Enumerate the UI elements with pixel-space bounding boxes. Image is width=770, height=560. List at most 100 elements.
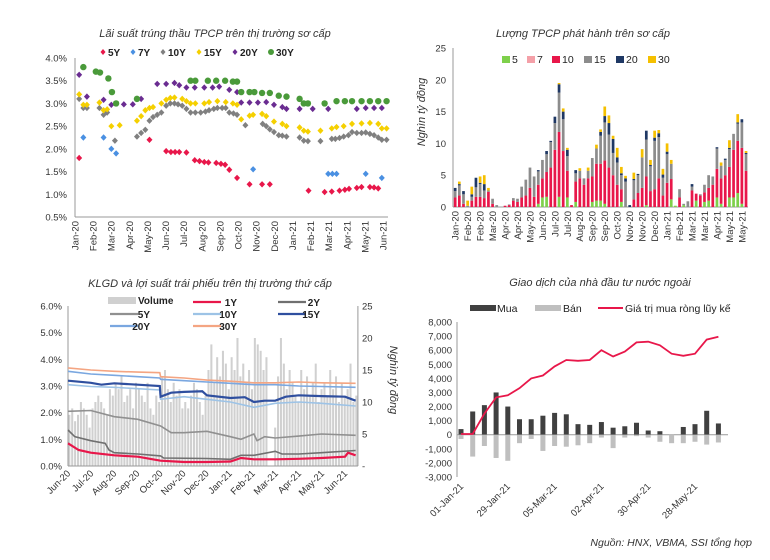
bar-segment-30 bbox=[632, 172, 636, 180]
point-5Y bbox=[353, 184, 360, 192]
legend-label-mua: Mua bbox=[497, 303, 518, 315]
point-15Y bbox=[83, 101, 90, 108]
point-7Y bbox=[329, 170, 336, 178]
bar-ban bbox=[563, 434, 569, 447]
bar-segment-20 bbox=[607, 123, 611, 135]
volume-bar bbox=[320, 389, 323, 466]
bar-segment-10 bbox=[636, 193, 640, 207]
legend-marker-15Y bbox=[196, 49, 202, 55]
bar-segment-30 bbox=[607, 115, 611, 124]
point-10Y bbox=[150, 113, 157, 121]
bar-segment-20 bbox=[545, 151, 548, 155]
bar-mua bbox=[634, 422, 639, 435]
bar-segment-20 bbox=[715, 147, 719, 149]
bar-ban bbox=[634, 434, 639, 437]
point-10Y bbox=[340, 133, 347, 140]
bar-ban bbox=[517, 434, 522, 444]
bar-segment-10 bbox=[732, 149, 735, 198]
volume-bar bbox=[221, 350, 224, 466]
point-5Y bbox=[226, 166, 233, 173]
chart1-plot: 4.0% 3.5% 3.0% 2.5% 2.0% 1.5% 1.0% 0.5% Jan-20 Fe… bbox=[45, 54, 390, 253]
bar-segment-30 bbox=[665, 143, 669, 152]
point-5Y bbox=[191, 157, 198, 164]
bar-segment-15 bbox=[723, 159, 727, 176]
legend-label-20: 20 bbox=[626, 54, 638, 66]
volume-bar bbox=[76, 414, 80, 466]
bar-segment-10 bbox=[470, 200, 474, 207]
bar-segment-5 bbox=[590, 201, 594, 207]
bar-mua bbox=[657, 431, 663, 435]
point-20Y bbox=[100, 96, 107, 103]
volume-bar bbox=[233, 370, 236, 466]
bar-segment-15 bbox=[669, 163, 673, 180]
bar-segment-10 bbox=[740, 147, 744, 204]
legend-marker-10Y bbox=[160, 49, 166, 55]
bar-segment-10 bbox=[482, 198, 486, 207]
point-10Y bbox=[266, 126, 273, 133]
legend-label-cumulative: Giá trị mua ròng lũy kế bbox=[625, 303, 731, 315]
x-tick-label: 28-May-21 bbox=[660, 481, 700, 521]
bar-segment-15 bbox=[557, 92, 561, 132]
bar-mua bbox=[563, 414, 569, 435]
y-tick-label: 5 bbox=[441, 171, 446, 182]
volume-bar bbox=[291, 382, 294, 466]
bar-mua bbox=[575, 424, 581, 435]
bar-segment-10 bbox=[698, 195, 702, 207]
legend-swatch-30 bbox=[648, 56, 656, 63]
bar-segment-15 bbox=[653, 140, 656, 190]
y-tick-label: 2.0% bbox=[40, 408, 62, 419]
point-15Y bbox=[206, 98, 213, 106]
bar-mua bbox=[680, 426, 686, 435]
point-30Y bbox=[266, 89, 274, 97]
point-10Y bbox=[332, 135, 339, 143]
point-30Y bbox=[204, 77, 212, 84]
x-tick-label: Feb-20 bbox=[463, 211, 474, 241]
volume-bar bbox=[239, 376, 242, 466]
bar-segment-10 bbox=[582, 184, 586, 207]
bar-segment-15 bbox=[611, 152, 615, 176]
volume-bar bbox=[207, 370, 210, 466]
bar-segment-15 bbox=[582, 178, 586, 185]
point-10Y bbox=[317, 137, 324, 145]
chart2-legend: 5 7 10 15 20 30 bbox=[502, 54, 670, 66]
point-10Y bbox=[192, 109, 199, 116]
volume-bar bbox=[303, 389, 306, 466]
volume-bar bbox=[343, 395, 346, 466]
point-7Y bbox=[100, 134, 107, 141]
y-tick-label: 20 bbox=[435, 75, 446, 86]
volume-bar bbox=[158, 402, 161, 466]
bar-segment-15 bbox=[566, 156, 569, 171]
bar-segment-15 bbox=[599, 135, 602, 164]
point-30Y bbox=[221, 77, 229, 84]
bar-segment-20 bbox=[636, 173, 640, 176]
point-10Y bbox=[214, 104, 221, 112]
point-5Y bbox=[205, 159, 212, 166]
x-tick-label: 29-Jan-21 bbox=[475, 481, 513, 519]
bar-segment-10 bbox=[512, 200, 515, 207]
point-10Y bbox=[222, 104, 229, 112]
point-10Y bbox=[111, 137, 118, 144]
point-10Y bbox=[206, 107, 213, 114]
volume-bar bbox=[129, 389, 132, 466]
legend-label-5: 5 bbox=[512, 54, 518, 66]
x-tick-label: Jan-21 bbox=[288, 221, 299, 250]
point-30Y bbox=[383, 97, 390, 105]
x-tick-label: Apr-21 bbox=[712, 211, 723, 240]
bar-segment-30 bbox=[470, 186, 474, 195]
bar-segment-20 bbox=[728, 147, 731, 150]
bar-segment-15 bbox=[603, 122, 607, 161]
point-5Y bbox=[196, 157, 203, 165]
point-10Y bbox=[270, 128, 277, 136]
volume-bar bbox=[114, 382, 117, 466]
volume-bar bbox=[195, 389, 198, 466]
x-tick-label: Feb-20 bbox=[89, 221, 100, 251]
y-tick-label: 2.0% bbox=[45, 144, 67, 155]
chart3-plot: 0.0% 1.0% 2.0% 3.0% 4.0% 5.0% 6.0% - 5 10 15 20 25 Ju… bbox=[40, 302, 372, 499]
x-tick-label: Apr-20 bbox=[125, 221, 136, 250]
x-tick-label: Apr-20 bbox=[513, 211, 524, 240]
point-10Y bbox=[349, 128, 356, 136]
chart-primary-yields: Lãi suất trúng thầu TPCP trên thị trường… bbox=[45, 28, 390, 253]
volume-bar bbox=[178, 389, 181, 466]
point-10Y bbox=[158, 109, 165, 116]
